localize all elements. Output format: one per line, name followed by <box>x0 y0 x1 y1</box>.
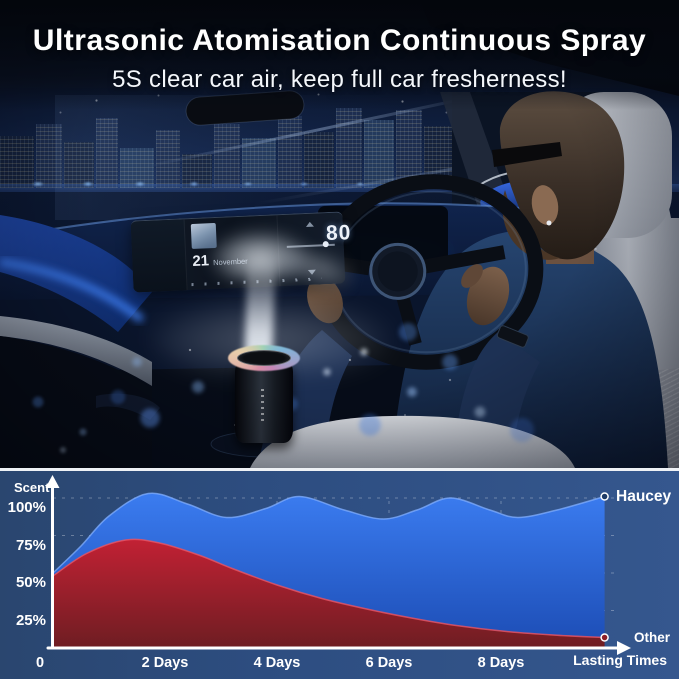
haucey-endpoint-marker <box>600 492 609 501</box>
x-tick-label: 6 Days <box>365 655 413 671</box>
chart-canvas <box>45 475 631 655</box>
y-axis-title: Scent <box>14 480 50 495</box>
diffuser-body <box>235 359 293 443</box>
x-tick-label: 8 Days <box>477 655 525 671</box>
y-tick-label: 50% <box>15 574 46 591</box>
diffuser-logo-mark <box>261 387 264 421</box>
bokeh-door <box>8 372 148 462</box>
x-tick-label: 2 Days <box>141 655 189 671</box>
building <box>96 118 118 188</box>
page-title: Ultrasonic Atomisation Continuous Spray <box>32 24 647 57</box>
driver-ear <box>531 185 559 225</box>
bokeh-sparkles <box>150 320 490 450</box>
building <box>396 110 422 188</box>
diffuser <box>228 345 300 445</box>
earring <box>546 220 552 226</box>
other-series-label: Other <box>634 630 671 645</box>
x-axis-title: Lasting Times <box>573 652 667 668</box>
other-area <box>53 539 605 648</box>
page-subtitle: 5S clear car air, keep full car freshern… <box>112 66 567 93</box>
axes <box>45 475 631 655</box>
other-edge <box>52 538 605 639</box>
haucey-edge <box>52 492 605 574</box>
section-divider <box>0 468 679 471</box>
door-trim-bar <box>0 316 152 386</box>
y-tick-label: 75% <box>15 536 46 554</box>
haucey-series-label: Haucey <box>616 488 672 505</box>
axis-up-arrow-icon <box>45 475 60 488</box>
mist-plume <box>212 232 308 280</box>
x-tick-label: 0 <box>35 655 45 671</box>
sunglasses <box>492 142 562 167</box>
right-thumb <box>461 264 483 288</box>
product-photo: 21November 80 Ul <box>0 0 679 468</box>
driver-head <box>499 91 625 260</box>
building <box>336 108 362 188</box>
scent-lasting-chart: Scent Haucey Other Lasting Times 100% 75%… <box>0 471 679 679</box>
y-tick-label: 100% <box>7 499 46 516</box>
diffuser-nozzle <box>237 350 291 366</box>
x-tick-label: 4 Days <box>253 655 301 671</box>
axis-right-arrow-icon <box>617 641 631 655</box>
y-tick-label: 25% <box>15 611 46 629</box>
other-endpoint-marker <box>600 633 609 642</box>
header-scrim <box>0 0 679 110</box>
driver-beard <box>502 190 560 260</box>
